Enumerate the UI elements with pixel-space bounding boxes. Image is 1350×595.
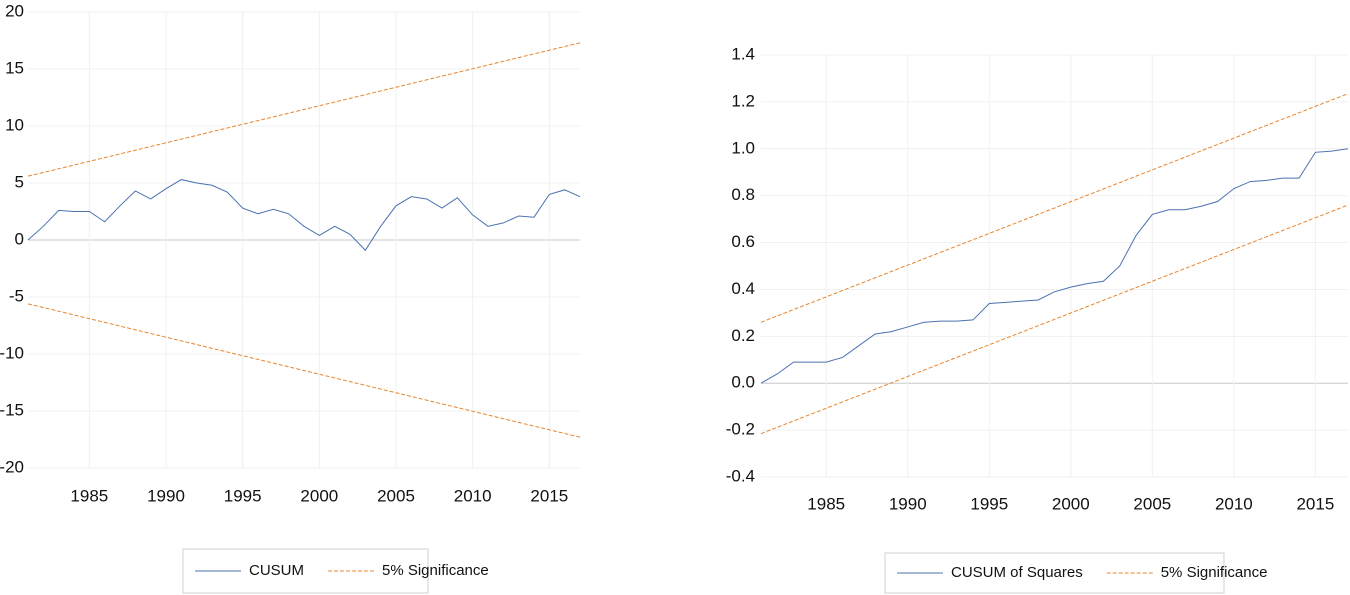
- x-tick-label: 1985: [807, 494, 845, 513]
- legend-label: 5% Significance: [1161, 564, 1268, 581]
- legend-label: 5% Significance: [382, 562, 489, 579]
- y-tick-label: -10: [0, 343, 24, 362]
- y-tick-label: 20: [5, 1, 24, 20]
- significance-line: [27, 42, 581, 177]
- legend: CUSUM of Squares 5% Significance: [884, 552, 1268, 594]
- y-tick-label: -0.2: [726, 420, 755, 439]
- y-tick-label: 5: [15, 172, 24, 191]
- y-tick-label: 0.0: [731, 373, 755, 392]
- x-tick-label: 1985: [70, 486, 108, 505]
- x-tick-label: 2000: [1052, 494, 1090, 513]
- x-tick-label: 1990: [889, 494, 927, 513]
- x-tick-label: 1995: [224, 486, 262, 505]
- significance-line: [760, 93, 1349, 323]
- y-tick-label: 1.4: [731, 44, 755, 63]
- legend: CUSUM 5% Significance: [182, 548, 489, 594]
- y-tick-label: -15: [0, 400, 24, 419]
- y-tick-label: 10: [5, 115, 24, 134]
- x-tick-label: 2005: [1133, 494, 1171, 513]
- x-tick-label: 1990: [147, 486, 185, 505]
- legend-label: CUSUM: [249, 562, 304, 579]
- y-tick-label: 0.6: [731, 232, 755, 251]
- y-tick-label: 0: [15, 229, 24, 248]
- y-tick-label: 0.8: [731, 185, 755, 204]
- y-tick-label: 0.2: [731, 326, 755, 345]
- x-tick-label: 2005: [377, 486, 415, 505]
- y-tick-label: 0.4: [731, 279, 755, 298]
- y-tick-label: -20: [0, 457, 24, 476]
- legend-label: CUSUM of Squares: [951, 564, 1083, 581]
- y-tick-label: -0.4: [726, 466, 755, 485]
- cusum-line: [27, 179, 581, 252]
- x-tick-label: 2015: [530, 486, 568, 505]
- x-tick-label: 2010: [1215, 494, 1253, 513]
- significance-line: [760, 204, 1349, 435]
- x-tick-label: 2010: [454, 486, 492, 505]
- y-tick-label: 15: [5, 58, 24, 77]
- cusum-line: [760, 148, 1349, 384]
- chart: 1.4 1.2 1.0 0.8 0.6 0.4 0.2 0.0 -0.2 -0.4 1985 1990…: [726, 44, 1349, 594]
- x-tick-label: 2000: [300, 486, 338, 505]
- x-tick-label: 1995: [970, 494, 1008, 513]
- significance-line: [27, 303, 581, 438]
- y-tick-label: 1.2: [731, 91, 755, 110]
- x-tick-label: 2015: [1296, 494, 1334, 513]
- y-tick-label: 1.0: [731, 138, 755, 157]
- y-tick-label: -5: [9, 286, 24, 305]
